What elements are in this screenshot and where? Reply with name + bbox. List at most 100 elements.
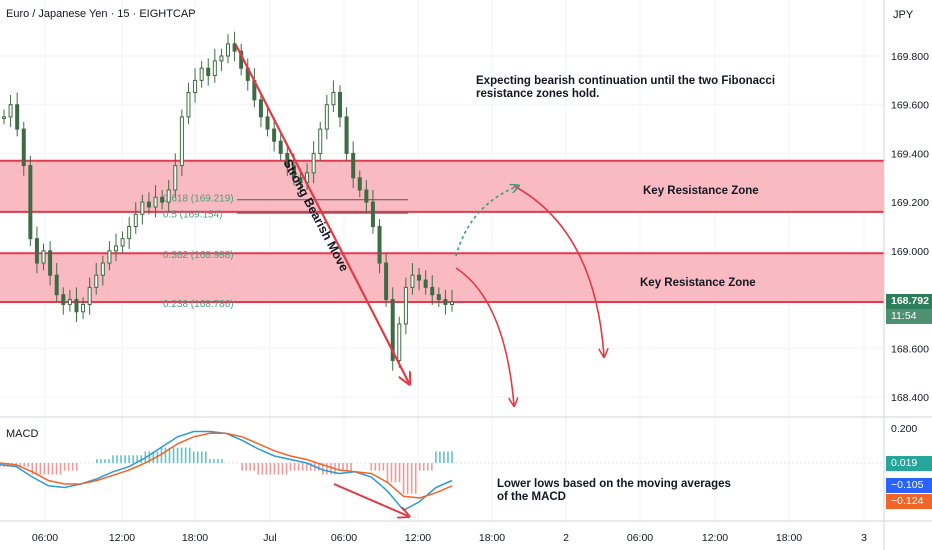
resistance-zones [0,159,884,304]
x-tick-label: 18:00 [182,532,208,544]
candle-body [364,189,369,203]
candle-body [298,177,303,184]
chart-title: Euro / Japanese Yen · 15 · EIGHTCAP [6,8,196,20]
candle-body [377,226,382,264]
macd-pane [0,430,884,512]
upper-zone-label: Key Resistance Zone [643,185,759,197]
candle-body [146,201,151,208]
macd-signal-line [0,432,453,499]
candle-body [370,201,375,227]
fib-level-label: 0.382 (168.988) [163,250,234,261]
y-tick-label: 168.400 [891,392,929,404]
candle-body [423,279,428,288]
candle-body [94,274,99,288]
macd-note: Lower lows based on the moving averages … [497,478,731,503]
candle-body [232,43,237,52]
x-tick-label: Jul [263,532,276,544]
currency-label[interactable]: JPY [893,9,914,21]
candle-body [344,116,349,154]
candle-body [450,301,454,305]
candle-body [285,152,290,167]
candle-body [173,165,178,191]
candle-body [2,116,6,119]
candle-body [28,165,33,240]
candle-body [291,165,296,179]
y-tick-label: 169.800 [891,51,929,63]
candle-body [74,299,79,313]
fib-level-label: 0.618 (169.219) [163,194,234,205]
x-tick-label: 12:00 [405,532,431,544]
candle-body [199,67,204,81]
candle-body [430,286,435,296]
macd-line [0,430,453,512]
candle-body [153,196,158,208]
candle-body [331,92,336,106]
x-tick-label: 12:00 [702,532,728,544]
candle-body [311,152,316,174]
outlook-note: Expecting bearish continuation until the… [476,75,776,100]
candle-body [87,286,92,305]
candle-body [226,43,230,57]
candle-body [127,226,132,240]
forecast-arrow-lower [455,267,514,405]
candle-body [107,250,112,264]
macd-tick-label: 0.200 [891,423,917,435]
y-tick-label: 169.200 [891,197,929,209]
x-tick-label: 06:00 [627,532,653,544]
pullback-dotted-arrow [455,186,518,257]
candle-body [390,299,395,361]
candle-body [48,250,53,276]
macd-signal-tag: −0.124 [886,494,932,509]
candle-body [278,140,283,154]
macd-pane-label[interactable]: MACD [6,428,39,440]
candle-body [34,238,39,264]
candle-body [272,128,277,142]
candle-body [219,55,224,62]
last-price-tag: 168.792 [886,294,932,309]
bearish-move-arrow [235,44,409,383]
candle-body [133,213,138,227]
y-tick-label: 168.600 [891,343,929,355]
fib-level-label: 0.238 (168.786) [163,299,234,310]
x-tick-label: 18:00 [479,532,505,544]
candle-body [351,152,356,179]
candle-body [41,250,46,264]
x-tick-label: 12:00 [109,532,135,544]
candle-body [100,262,105,276]
candle-body [212,60,217,76]
x-tick-label: 3 [861,532,867,544]
x-tick-label: 06:00 [331,532,357,544]
y-tick-label: 169.000 [891,246,929,258]
macd-lower-lows-arrow [333,483,408,516]
fib-level-label: 0.5 (169.154) [163,209,223,220]
x-tick-label: 2 [563,532,569,544]
candle-body [8,104,13,118]
candle-body [318,128,323,154]
resistance-zone [0,253,884,303]
candle-body [410,274,415,288]
candle-body [54,274,59,296]
candle-body [166,189,171,203]
x-tick-label: 18:00 [776,532,802,544]
candle-body [258,99,263,118]
candle-body [206,67,211,76]
candle-body [265,116,270,130]
candle-body [403,286,408,325]
candle-body [81,303,86,313]
candle-body [15,104,20,130]
macd-line-tag: −0.105 [886,478,932,493]
candle-body [384,262,389,301]
candle-body [61,294,66,305]
candle-body [186,92,191,118]
candle-body [160,196,165,203]
candle-body [436,294,441,301]
candle-body [67,299,72,305]
candle-body [179,116,184,167]
macd-hist-tag: 0.019 [886,456,932,471]
price-candles [2,31,454,371]
x-tick-label: 06:00 [32,532,58,544]
candle-body [443,299,448,305]
candle-body [21,128,26,167]
